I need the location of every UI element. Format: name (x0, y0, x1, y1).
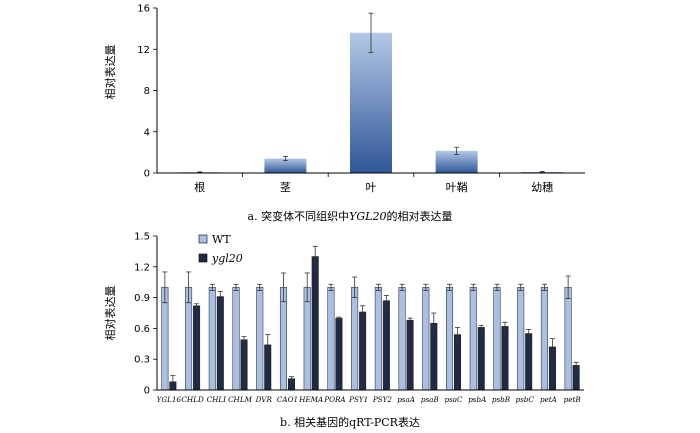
legend-ygl20-swatch (198, 253, 208, 263)
chart-b-x-label: HEMA (298, 395, 323, 404)
chart-b-bar-wt (208, 287, 216, 391)
chart-b-legend: WT ygl20 (198, 233, 243, 265)
chart-b-x-labels: YGL16 CHLD CHLI CHLM DVR CAO1 HEMA PORA PSY1 PSY2… (157, 395, 581, 404)
chart-a-ytick-label: 16 (137, 4, 150, 15)
chart-b-x-label: PSY2 (372, 395, 393, 404)
chart-b-ylabel: 相对表达量 (103, 286, 117, 341)
chart-a-axes (156, 8, 585, 177)
chart-b-y-ticks: 0 0.3 0.6 0.9 1.2 1.5 (134, 232, 157, 397)
chart-b-ytick-label: 0.6 (134, 324, 150, 335)
caption-a-suffix: 的相对表达量 (386, 209, 452, 223)
chart-a-ytick-label: 0 (144, 169, 150, 180)
chart-a-x-label: 茎 (280, 181, 291, 194)
chart-b-bar-ygl20 (572, 365, 580, 391)
chart-b-bar-wt (469, 287, 477, 391)
chart-b-ytick-label: 1.5 (134, 232, 150, 243)
chart-b-bar-ygl20 (406, 319, 414, 391)
chart-b-bar-wt (303, 287, 311, 391)
chart-b-bar-ygl20 (359, 311, 367, 391)
chart-b-x-label: CHLI (207, 395, 227, 404)
chart-b-bar-wt (374, 287, 382, 391)
chart-a-caption: a. 突变体不同组织中YGL20的相对表达量 (248, 209, 453, 223)
chart-b-bar-ygl20 (335, 317, 343, 391)
chart-b-x-label: petA (540, 395, 557, 404)
chart-b-bar-wt (493, 287, 501, 391)
chart-a-x-labels: 根 茎 叶 叶鞘 幼穗 (194, 180, 553, 194)
chart-b-x-label: petB (564, 395, 581, 404)
chart-b-bar-wt (351, 287, 359, 391)
chart-b-bar-wt (446, 287, 454, 391)
legend-ygl20-label: ygl20 (211, 252, 243, 265)
legend-wt-swatch (198, 234, 208, 244)
legend-wt-label: WT (212, 233, 231, 246)
chart-b-x-label: CHLD (181, 395, 204, 404)
chart-b: 相对表达量 0 0.3 0.6 0.9 1.2 1.5 YGL16 CHLD CHLI CHLM… (103, 232, 584, 429)
chart-a-bars (178, 12, 564, 173)
chart-b-bar-wt (564, 287, 572, 391)
chart-a: 相对表达量 0 4 8 12 16 根 茎 叶 叶鞘 幼穗 a. 突变体不同组织中YGL20的相… (103, 4, 585, 223)
chart-b-x-label: psaA (397, 395, 415, 404)
chart-b-caption: b. 相关基因的qRT-PCR表达 (280, 415, 420, 429)
chart-a-x-label: 幼穗 (531, 181, 553, 194)
chart-b-bar-ygl20 (311, 256, 319, 391)
chart-b-ytick-label: 1.2 (134, 262, 150, 273)
chart-a-ytick-label: 4 (144, 127, 150, 138)
chart-b-bar-ygl20 (454, 334, 462, 391)
chart-b-x-label: PSY1 (348, 395, 368, 404)
chart-a-x-label: 叶鞘 (446, 180, 468, 194)
chart-b-bar-ygl20 (382, 300, 390, 391)
caption-b-prefix: b. 相关基因的qRT-PCR表达 (280, 415, 420, 429)
chart-b-bar-wt (517, 287, 525, 391)
chart-b-bar-wt (232, 287, 240, 391)
chart-b-x-label: psbC (515, 395, 534, 404)
chart-b-bar-ygl20 (216, 296, 224, 391)
chart-b-bar-wt (256, 287, 264, 391)
chart-b-bars (161, 245, 580, 391)
chart-b-bar-wt (327, 287, 335, 391)
chart-a-bar (264, 158, 307, 173)
chart-b-bar-ygl20 (501, 326, 509, 391)
chart-a-y-ticks: 0 4 8 12 16 (137, 4, 157, 180)
chart-b-x-label: CAO1 (277, 395, 298, 404)
chart-b-x-label: DVR (255, 395, 273, 404)
chart-b-x-label: psaB (421, 395, 439, 404)
chart-b-axes (156, 236, 584, 391)
caption-a-prefix: a. 突变体不同组织中 (248, 209, 350, 223)
chart-a-ytick-label: 8 (144, 86, 150, 97)
chart-b-x-label: psbA (468, 395, 486, 404)
chart-b-bar-ygl20 (240, 339, 248, 391)
chart-b-ytick-label: 0.9 (134, 293, 150, 304)
chart-a-x-label: 叶 (366, 181, 377, 194)
chart-b-ytick-label: 0 (144, 386, 150, 397)
chart-a-bar (350, 32, 392, 173)
chart-b-x-label: psbB (492, 395, 510, 404)
chart-a-ylabel: 相对表达量 (103, 45, 117, 100)
caption-a-gene: YGL20 (349, 210, 386, 223)
chart-b-bar-ygl20 (525, 333, 533, 391)
chart-a-bar (435, 150, 478, 173)
chart-b-bar-wt (398, 287, 406, 391)
chart-b-x-label: PORA (323, 395, 345, 404)
chart-b-x-label: YGL16 (157, 395, 182, 404)
chart-a-x-label: 根 (194, 180, 205, 194)
chart-b-bar-wt (540, 287, 548, 391)
chart-b-bar-ygl20 (193, 305, 201, 391)
chart-b-bar-ygl20 (477, 327, 485, 391)
chart-a-ytick-label: 12 (137, 45, 150, 56)
chart-b-bar-wt (422, 287, 430, 391)
chart-b-ytick-label: 0.3 (134, 355, 150, 366)
chart-b-x-label: CHLM (228, 395, 253, 404)
chart-b-x-label: psaC (444, 395, 463, 404)
chart-b-bar-wt (279, 287, 287, 391)
